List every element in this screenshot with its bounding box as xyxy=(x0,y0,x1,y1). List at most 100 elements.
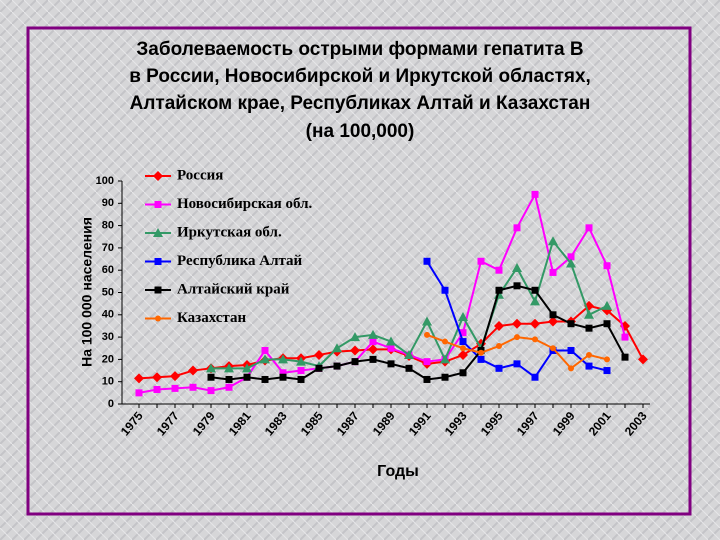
frame xyxy=(26,26,692,516)
point xyxy=(424,331,430,338)
legend-label: Иркутская обл. xyxy=(177,224,282,240)
point xyxy=(584,309,594,319)
point xyxy=(459,329,467,337)
point xyxy=(155,315,161,322)
legend-label: Россия xyxy=(177,167,223,183)
point xyxy=(550,345,556,352)
title-line: Алтайском крае, Республиках Алтай и Каза… xyxy=(130,93,591,114)
point xyxy=(369,338,377,346)
point xyxy=(459,338,467,346)
point xyxy=(404,349,414,359)
y-tick-label: 50 xyxy=(102,286,114,298)
point xyxy=(351,358,359,366)
point xyxy=(333,362,341,370)
point xyxy=(549,311,557,319)
point xyxy=(170,371,180,382)
point xyxy=(513,224,521,232)
y-tick-label: 20 xyxy=(102,353,114,365)
point xyxy=(279,369,287,377)
point xyxy=(261,346,269,354)
subtitle: (на 100,000) xyxy=(306,121,415,142)
point xyxy=(261,375,269,383)
point xyxy=(296,356,306,366)
point xyxy=(225,375,233,383)
point xyxy=(350,332,360,342)
point xyxy=(386,336,396,346)
point xyxy=(586,351,592,358)
point xyxy=(243,373,251,381)
point xyxy=(477,257,485,265)
y-tick-label: 30 xyxy=(102,331,114,343)
point xyxy=(548,316,558,327)
point xyxy=(405,364,413,372)
point xyxy=(368,344,378,355)
point xyxy=(603,320,611,328)
point xyxy=(153,171,163,181)
title-line: в России, Новосибирской и Иркутской обла… xyxy=(129,66,591,87)
point xyxy=(495,286,503,294)
point xyxy=(459,369,467,377)
point xyxy=(532,336,538,343)
point xyxy=(441,373,449,381)
y-tick-label: 70 xyxy=(102,242,114,254)
y-tick-label: 10 xyxy=(102,376,114,388)
legend-label: Алтайский край xyxy=(177,281,290,297)
point xyxy=(278,354,288,364)
point xyxy=(458,312,468,322)
point xyxy=(154,286,162,294)
point xyxy=(458,349,468,360)
point xyxy=(153,386,161,394)
point xyxy=(514,334,520,341)
point xyxy=(512,318,522,329)
point xyxy=(566,258,576,268)
point xyxy=(422,316,432,326)
point xyxy=(531,286,539,294)
point xyxy=(350,345,360,356)
point xyxy=(621,333,629,341)
point xyxy=(189,383,197,391)
point xyxy=(513,360,521,368)
point xyxy=(621,353,629,361)
point xyxy=(585,324,593,332)
point xyxy=(423,257,431,265)
series-line xyxy=(138,191,626,394)
point xyxy=(530,318,540,329)
point xyxy=(495,266,503,274)
point xyxy=(530,296,540,306)
point xyxy=(297,367,305,375)
point xyxy=(423,375,431,383)
point xyxy=(260,354,270,364)
point xyxy=(369,355,377,363)
point xyxy=(134,373,144,384)
point xyxy=(478,349,484,356)
point xyxy=(315,364,323,372)
point xyxy=(496,343,502,350)
point xyxy=(567,346,575,354)
point xyxy=(477,355,485,363)
point xyxy=(531,373,539,381)
point xyxy=(135,389,143,397)
point xyxy=(224,363,234,373)
point xyxy=(513,282,521,290)
point xyxy=(423,358,431,366)
point xyxy=(207,373,215,381)
y-tick-label: 80 xyxy=(102,220,114,232)
point xyxy=(567,253,575,261)
point xyxy=(387,360,395,368)
point xyxy=(207,387,215,395)
point xyxy=(495,364,503,372)
point xyxy=(603,367,611,375)
point xyxy=(368,329,378,339)
point xyxy=(153,228,163,237)
point xyxy=(585,224,593,232)
point xyxy=(568,365,574,372)
point xyxy=(567,320,575,328)
y-tick-label: 60 xyxy=(102,264,114,276)
y-tick-label: 90 xyxy=(102,197,114,209)
point xyxy=(442,338,448,345)
legend-label: Республика Алтай xyxy=(177,253,303,269)
point xyxy=(440,354,450,364)
point xyxy=(460,345,466,352)
point xyxy=(512,262,522,272)
